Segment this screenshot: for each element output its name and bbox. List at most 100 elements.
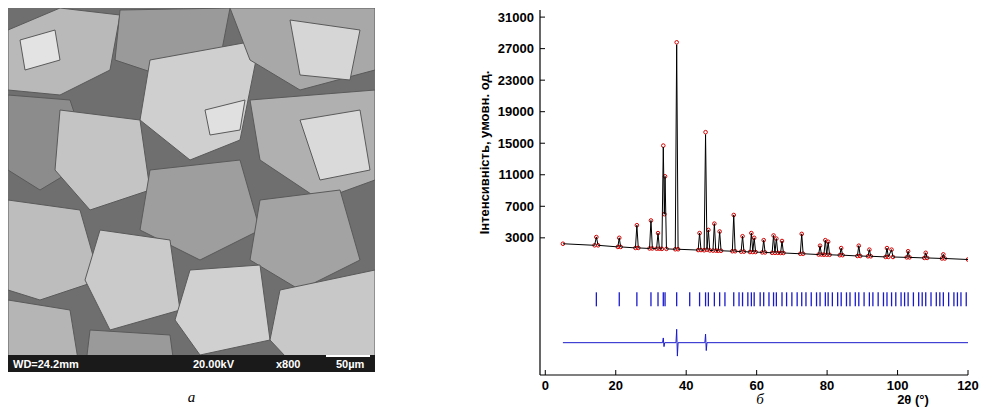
bragg-tick <box>832 292 833 306</box>
y-tick-label: 7000 <box>505 199 534 214</box>
panel-label: а <box>188 389 196 405</box>
particle <box>290 20 360 80</box>
x-tick <box>897 370 898 375</box>
y-tick <box>540 111 545 112</box>
y-tick-label: 15000 <box>498 136 534 151</box>
bragg-tick <box>907 292 908 306</box>
bragg-tick <box>930 292 931 306</box>
bragg-tick <box>596 292 597 306</box>
info-text: WD=24.2mm <box>13 358 79 370</box>
bragg-tick <box>650 292 651 306</box>
plot-data <box>561 41 968 357</box>
bragg-tick <box>797 292 798 306</box>
bragg-tick <box>816 292 817 306</box>
panel-label: б <box>756 391 764 407</box>
bragg-tick <box>872 292 873 306</box>
bragg-tick <box>636 292 637 306</box>
bragg-tick <box>913 292 914 306</box>
bragg-tick <box>754 292 755 306</box>
x-tick <box>615 370 616 375</box>
bragg-tick <box>966 292 967 306</box>
particle <box>8 8 120 95</box>
profile-line <box>563 329 968 356</box>
bragg-tick <box>619 292 620 306</box>
x-tick-label: 0 <box>542 378 549 393</box>
bragg-tick <box>768 292 769 306</box>
x-tick-label: 80 <box>820 378 834 393</box>
x-tick <box>545 370 546 375</box>
x-tick-label: 100 <box>887 378 909 393</box>
particle <box>250 190 360 290</box>
y-tick <box>540 206 545 207</box>
bragg-tick <box>776 292 777 306</box>
bragg-tick <box>738 292 739 306</box>
observed-point <box>661 144 665 148</box>
bragg-tick <box>781 292 782 306</box>
bragg-tick <box>891 292 892 306</box>
bragg-tick <box>863 292 864 306</box>
particle <box>55 110 150 210</box>
bragg-tick <box>825 292 826 306</box>
bragg-tick <box>869 292 870 306</box>
bragg-tick <box>747 292 748 306</box>
info-text: 50µm <box>336 358 365 370</box>
bragg-tick <box>664 292 665 306</box>
y-tick <box>540 174 545 175</box>
bragg-tick <box>657 292 658 306</box>
particle <box>175 265 270 355</box>
bragg-tick <box>805 292 806 306</box>
y-tick <box>540 80 545 81</box>
bragg-tick <box>811 292 812 306</box>
y-tick <box>540 237 545 238</box>
bragg-tick <box>948 292 949 306</box>
x-tick <box>686 370 687 375</box>
bragg-tick <box>801 292 802 306</box>
x-axis-title: 2θ (°) <box>897 392 929 407</box>
bragg-tick <box>828 292 829 306</box>
info-text: x800 <box>276 358 300 370</box>
bragg-tick <box>837 292 838 306</box>
bragg-tick <box>922 292 923 306</box>
bragg-tick <box>773 292 774 306</box>
particle <box>230 8 375 90</box>
bragg-tick <box>841 292 842 306</box>
bragg-tick <box>957 292 958 306</box>
bragg-tick <box>936 292 937 306</box>
bragg-tick <box>878 292 879 306</box>
particle <box>20 30 60 70</box>
observed-point <box>704 130 708 134</box>
figure: WD=24.2mm20.00kVx80050µmа020406080100120… <box>0 0 990 409</box>
bragg-tick <box>918 292 919 306</box>
bragg-tick <box>719 292 720 306</box>
particle <box>8 200 100 300</box>
y-tick <box>540 17 545 18</box>
y-axis-title: Інтенсивність, умовн. од. <box>477 71 492 235</box>
bragg-tick <box>895 292 896 306</box>
y-tick-label: 27000 <box>498 41 534 56</box>
x-tick <box>756 370 757 375</box>
info-text: 20.00kV <box>193 358 235 370</box>
particle <box>205 100 245 135</box>
y-tick-label: 11000 <box>499 167 534 182</box>
bragg-tick <box>689 292 690 306</box>
bragg-tick <box>953 292 954 306</box>
bragg-tick <box>855 292 856 306</box>
particle <box>85 230 180 330</box>
x-tick <box>968 370 969 375</box>
bragg-tick <box>925 292 926 306</box>
particle <box>300 110 370 180</box>
bragg-tick <box>733 292 734 306</box>
bragg-tick <box>886 292 887 306</box>
x-tick-label: 40 <box>679 378 693 393</box>
bragg-tick <box>960 292 961 306</box>
bragg-tick <box>742 292 743 306</box>
bragg-tick <box>904 292 905 306</box>
bragg-tick <box>900 292 901 306</box>
bragg-tick <box>791 292 792 306</box>
x-axis <box>540 374 968 375</box>
x-tick-label: 120 <box>957 378 979 393</box>
observed-point <box>675 41 679 45</box>
bragg-tick <box>939 292 940 306</box>
particle <box>8 300 80 372</box>
bragg-tick <box>858 292 859 306</box>
